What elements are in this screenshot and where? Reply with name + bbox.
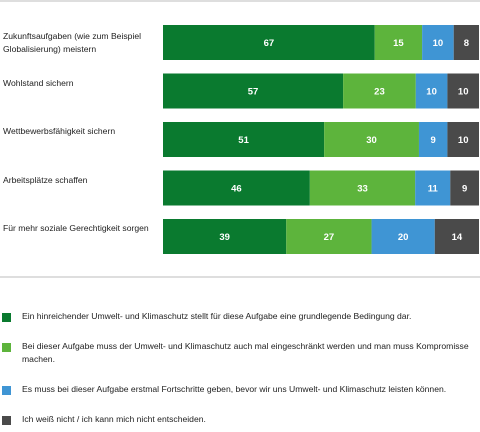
stacked-bar-chart: 67 15 10 8 57 23 10 10 51 30 9 10 46 33 11 9 39 27 20 14 bbox=[0, 0, 480, 278]
bar-segment bbox=[415, 73, 448, 109]
legend-label: Ich weiß nicht / ich kann mich nicht ent… bbox=[22, 414, 206, 424]
category-label: Zukunftsaufgaben (wie zum Beispiel Globa… bbox=[3, 31, 142, 54]
bar-segment bbox=[434, 219, 479, 254]
bar-segment bbox=[415, 170, 451, 206]
data-label: 10 bbox=[458, 135, 469, 146]
bar-segment bbox=[163, 25, 375, 60]
legend-swatch bbox=[2, 313, 11, 322]
data-label: 11 bbox=[428, 184, 439, 195]
bar-segment bbox=[163, 219, 287, 254]
data-label: 27 bbox=[324, 232, 335, 243]
data-label: 9 bbox=[462, 184, 467, 195]
data-label: 15 bbox=[393, 38, 404, 49]
category-label: Für mehr soziale Gerechtigkeit sorgen bbox=[3, 223, 149, 233]
legend-swatch bbox=[2, 386, 11, 395]
legend-label: Ein hinreichender Umwelt- und Klimaschut… bbox=[22, 311, 412, 321]
data-label: 46 bbox=[231, 184, 242, 195]
data-label: 23 bbox=[374, 87, 385, 98]
bar-segment bbox=[309, 170, 416, 206]
bar-segment bbox=[324, 122, 419, 157]
legend-swatch bbox=[2, 343, 11, 352]
data-label: 30 bbox=[366, 135, 377, 146]
bar-segment bbox=[371, 219, 435, 254]
bar-segment bbox=[422, 25, 454, 60]
data-label: 10 bbox=[458, 87, 469, 98]
data-label: 9 bbox=[431, 135, 436, 146]
bar-segment bbox=[163, 122, 325, 157]
legend-label: Bei dieser Aufgabe muss der Umwelt- und … bbox=[22, 341, 469, 364]
bar-segment bbox=[163, 170, 310, 206]
bar-segment bbox=[450, 170, 479, 206]
bar-segment bbox=[447, 122, 479, 157]
legend-label: Es muss bei dieser Aufgabe erstmal Forts… bbox=[22, 384, 447, 394]
data-label: 39 bbox=[219, 232, 230, 243]
bar-segment bbox=[453, 25, 479, 60]
data-label: 33 bbox=[357, 184, 368, 195]
bar-segment bbox=[374, 25, 423, 60]
data-label: 10 bbox=[426, 87, 437, 98]
data-label: 67 bbox=[264, 38, 275, 49]
bar-segment bbox=[343, 73, 416, 109]
bar-segment bbox=[418, 122, 448, 157]
category-label: Arbeitsplätze schaffen bbox=[3, 174, 88, 185]
data-label: 8 bbox=[464, 38, 469, 49]
legend-swatch bbox=[2, 416, 11, 425]
bar-segment bbox=[286, 219, 372, 254]
data-label: 51 bbox=[238, 135, 249, 146]
category-label: Wettbewerbsfähigkeit sichern bbox=[3, 126, 116, 136]
data-label: 10 bbox=[433, 38, 444, 49]
bar-segment bbox=[163, 73, 344, 109]
data-label: 57 bbox=[248, 87, 259, 98]
data-label: 20 bbox=[398, 232, 409, 243]
bar-segment bbox=[447, 73, 479, 109]
category-label: Wohlstand sichern bbox=[3, 77, 74, 88]
data-label: 14 bbox=[452, 232, 463, 243]
